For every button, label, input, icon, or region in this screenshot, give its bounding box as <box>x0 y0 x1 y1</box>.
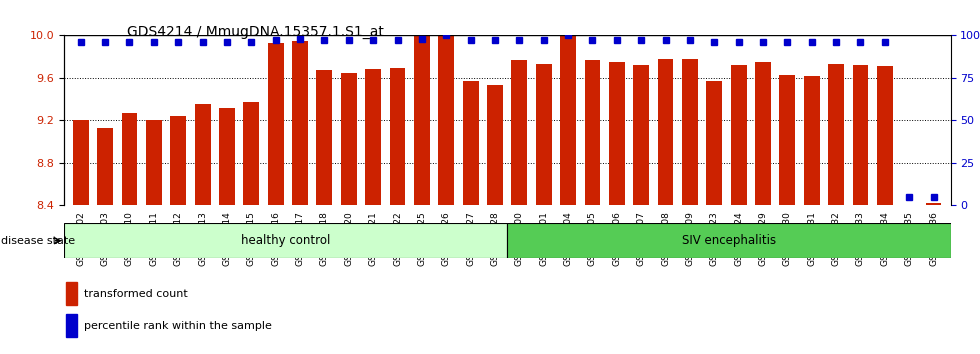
Bar <box>97 128 113 205</box>
Bar <box>707 81 722 205</box>
Text: disease state: disease state <box>1 236 75 246</box>
Bar <box>512 60 527 205</box>
Text: percentile rank within the sample: percentile rank within the sample <box>83 321 271 331</box>
Bar <box>66 282 77 305</box>
Bar <box>633 65 649 205</box>
Bar <box>414 36 430 205</box>
Bar <box>536 64 552 205</box>
Bar <box>268 43 283 205</box>
Bar <box>122 113 137 205</box>
Text: GDS4214 / MmugDNA.15357.1.S1_at: GDS4214 / MmugDNA.15357.1.S1_at <box>127 25 384 39</box>
Bar <box>171 116 186 205</box>
Bar <box>828 64 844 205</box>
Bar <box>584 60 601 205</box>
Bar <box>561 36 576 205</box>
Bar <box>731 65 747 205</box>
Bar <box>73 120 88 205</box>
Bar <box>438 36 454 205</box>
Text: healthy control: healthy control <box>241 234 330 247</box>
Bar <box>508 223 951 258</box>
Bar <box>390 68 406 205</box>
Bar <box>853 65 868 205</box>
Bar <box>366 69 381 205</box>
Bar <box>341 73 357 205</box>
Bar <box>66 314 77 337</box>
Bar <box>219 108 235 205</box>
Bar <box>64 223 508 258</box>
Bar <box>926 203 942 205</box>
Bar <box>146 120 162 205</box>
Bar <box>292 41 308 205</box>
Bar <box>755 62 771 205</box>
Bar <box>609 62 624 205</box>
Bar <box>658 59 673 205</box>
Text: transformed count: transformed count <box>83 289 187 299</box>
Bar <box>243 102 260 205</box>
Bar <box>877 66 893 205</box>
Bar <box>682 59 698 205</box>
Bar <box>195 104 211 205</box>
Text: SIV encephalitis: SIV encephalitis <box>682 234 776 247</box>
Bar <box>463 81 478 205</box>
Bar <box>317 70 332 205</box>
Bar <box>804 76 819 205</box>
Bar <box>487 85 503 205</box>
Bar <box>779 75 796 205</box>
